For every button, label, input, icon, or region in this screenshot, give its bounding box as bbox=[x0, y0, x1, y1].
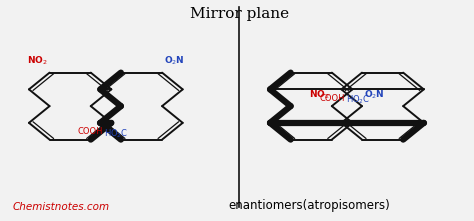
Text: NO$_2$: NO$_2$ bbox=[309, 88, 329, 101]
Text: HO$_2$C: HO$_2$C bbox=[104, 127, 129, 140]
Text: enantiomers(atropisomers): enantiomers(atropisomers) bbox=[228, 198, 390, 211]
Text: O$_2$N: O$_2$N bbox=[164, 55, 185, 67]
Text: COOH: COOH bbox=[78, 127, 103, 136]
Text: NO$_2$: NO$_2$ bbox=[27, 55, 47, 67]
Text: Chemistnotes.com: Chemistnotes.com bbox=[13, 202, 110, 211]
Text: COOH: COOH bbox=[319, 94, 345, 103]
Text: Mirror plane: Mirror plane bbox=[190, 7, 289, 21]
Text: O$_2$N: O$_2$N bbox=[365, 88, 385, 101]
Text: HO$_2$C: HO$_2$C bbox=[346, 94, 370, 106]
